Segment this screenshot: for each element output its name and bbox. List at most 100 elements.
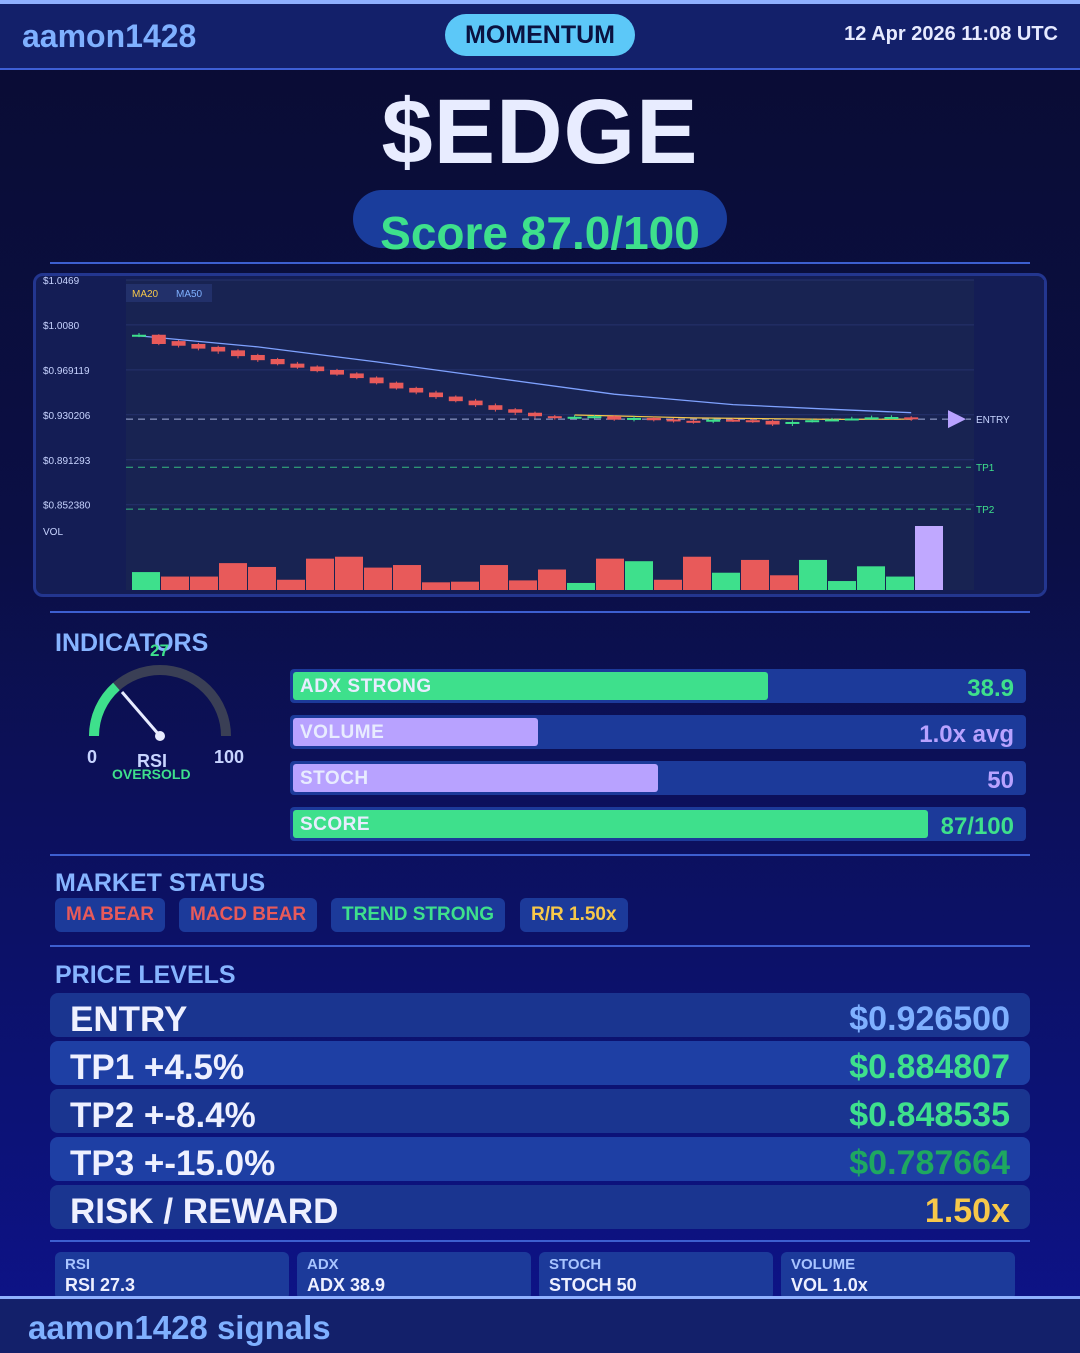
price-row-label: RISK / REWARD <box>70 1192 339 1231</box>
stat-card-title: VOLUME <box>791 1256 856 1273</box>
brand-name: aamon1428 <box>22 18 197 54</box>
gauge-status: OVERSOLD <box>112 766 191 782</box>
candle-body <box>508 409 523 413</box>
y-tick-label: $0.852380 <box>43 501 91 512</box>
candle-body <box>706 419 721 422</box>
candle-body <box>686 420 701 423</box>
volume-bar <box>219 563 247 590</box>
candle-body <box>171 341 186 346</box>
stat-card-rsi: RSI RSI 27.3 <box>55 1252 289 1300</box>
status-badge-trend: TREND STRONG <box>331 898 505 932</box>
stat-card-title: RSI <box>65 1256 91 1273</box>
candle-body <box>231 350 245 357</box>
indicator-bar-fill <box>293 672 768 700</box>
price-row-rr: RISK / REWARD 1.50x <box>50 1185 1030 1231</box>
price-row-label: TP3 +-15.0% <box>70 1144 276 1183</box>
legend-ma50: MA50 <box>176 289 203 300</box>
indicator-bar-label: ADX STRONG <box>300 676 432 697</box>
price-row-value: 1.50x <box>924 1192 1010 1230</box>
indicator-bar-label: STOCH <box>300 768 369 789</box>
volume-bar <box>567 582 595 590</box>
level-label-entry: ENTRY <box>976 415 1010 426</box>
indicator-bar-label: VOLUME <box>300 722 385 743</box>
stat-card-title: STOCH <box>549 1256 602 1273</box>
legend-ma20: MA20 <box>132 289 159 300</box>
price-row-entry: ENTRY $0.926500 <box>50 993 1030 1039</box>
volume-bar <box>828 581 856 590</box>
candle-body <box>765 420 780 425</box>
entry-arrow <box>948 410 966 429</box>
stat-card-adx: ADX ADX 38.9 <box>297 1252 531 1300</box>
candle-body <box>211 346 226 352</box>
divider <box>50 1240 1030 1242</box>
indicator-bar-volume: VOLUME 1.0x avg <box>290 715 1026 749</box>
datetime-label: 12 Apr 2026 11:08 UTC <box>844 23 1058 45</box>
price-chart-panel: $1.0469 $1.0080 $0.969119 $0.930206 $0.89129… <box>33 273 1047 597</box>
price-row-label: TP2 +-8.4% <box>70 1096 256 1135</box>
stat-card-stoch: STOCH STOCH 50 <box>539 1252 773 1300</box>
status-badge-macd: MACD BEAR <box>179 898 318 932</box>
candle-body <box>547 416 562 419</box>
price-row-tp3: TP3 +-15.0% $0.787664 <box>50 1137 1030 1183</box>
volume-bar <box>538 569 566 590</box>
price-row-value: $0.848535 <box>849 1096 1010 1134</box>
price-levels-title: PRICE LEVELS <box>55 961 236 989</box>
stat-card-value: VOL 1.0x <box>791 1275 868 1295</box>
candle-body <box>369 377 384 384</box>
indicator-bar-value: 38.9 <box>967 675 1014 702</box>
volume-bar <box>683 556 711 590</box>
price-row-value: $0.787664 <box>849 1144 1010 1182</box>
candle-body <box>844 418 859 421</box>
volume-bar <box>596 558 624 590</box>
y-tick-label: $0.891293 <box>43 456 91 467</box>
volume-bar <box>799 559 827 590</box>
stat-card-title: ADX <box>307 1256 339 1273</box>
market-status-title: MARKET STATUS <box>55 869 266 897</box>
volume-bar <box>509 580 537 590</box>
volume-bar <box>712 572 740 590</box>
volume-bar <box>277 579 305 590</box>
candle-body <box>587 416 602 419</box>
indicators-title: INDICATORS <box>55 629 209 657</box>
candle-body <box>864 417 879 420</box>
candle-body <box>409 387 424 393</box>
rsi-gauge: 27 0 100 RSI OVERSOLD <box>87 641 244 782</box>
plot-area <box>126 280 974 590</box>
candle-body <box>785 421 800 424</box>
gauge-value: 27 <box>150 641 169 660</box>
candle-body <box>330 369 344 375</box>
candle-body <box>310 366 325 372</box>
ma50-line <box>138 335 912 414</box>
price-row-tp1: TP1 +4.5% $0.884807 <box>50 1041 1030 1087</box>
candle-body <box>448 396 463 402</box>
candle-body <box>884 417 899 420</box>
indicator-bar-score: SCORE 87/100 <box>290 807 1026 841</box>
header-bar: aamon1428 MOMENTUM 12 Apr 2026 11:08 UTC <box>0 4 1080 70</box>
volume-bar <box>886 576 914 590</box>
footer-text: aamon1428 signals <box>28 1309 331 1346</box>
volume-bar <box>770 575 798 590</box>
candle-body <box>151 334 166 344</box>
gauge-hub <box>155 731 165 741</box>
indicator-bar-fill <box>293 810 929 838</box>
candle-body <box>429 392 443 398</box>
candle-body <box>389 382 404 389</box>
price-chart: $1.0469 $1.0080 $0.969119 $0.930206 $0.89129… <box>43 276 1044 590</box>
indicator-bar-adx: ADX STRONG 38.9 <box>290 669 1026 703</box>
candle-body <box>567 416 582 419</box>
volume-bar <box>741 559 769 590</box>
candle-body <box>191 343 206 349</box>
volume-bar <box>654 579 682 590</box>
gauge-min-label: 0 <box>87 747 97 767</box>
candle-body <box>607 416 622 420</box>
candle-body <box>528 412 542 417</box>
price-row-value: $0.884807 <box>849 1048 1010 1086</box>
indicator-bar-label: SCORE <box>300 814 371 835</box>
volume-bar <box>451 581 479 590</box>
gauge-max-label: 100 <box>214 747 244 767</box>
candle-body <box>666 419 681 422</box>
divider <box>50 262 1030 264</box>
status-badge-ma: MA BEAR <box>55 898 165 932</box>
candle-body <box>805 420 820 423</box>
price-row-tp2: TP2 +-8.4% $0.848535 <box>50 1089 1030 1135</box>
